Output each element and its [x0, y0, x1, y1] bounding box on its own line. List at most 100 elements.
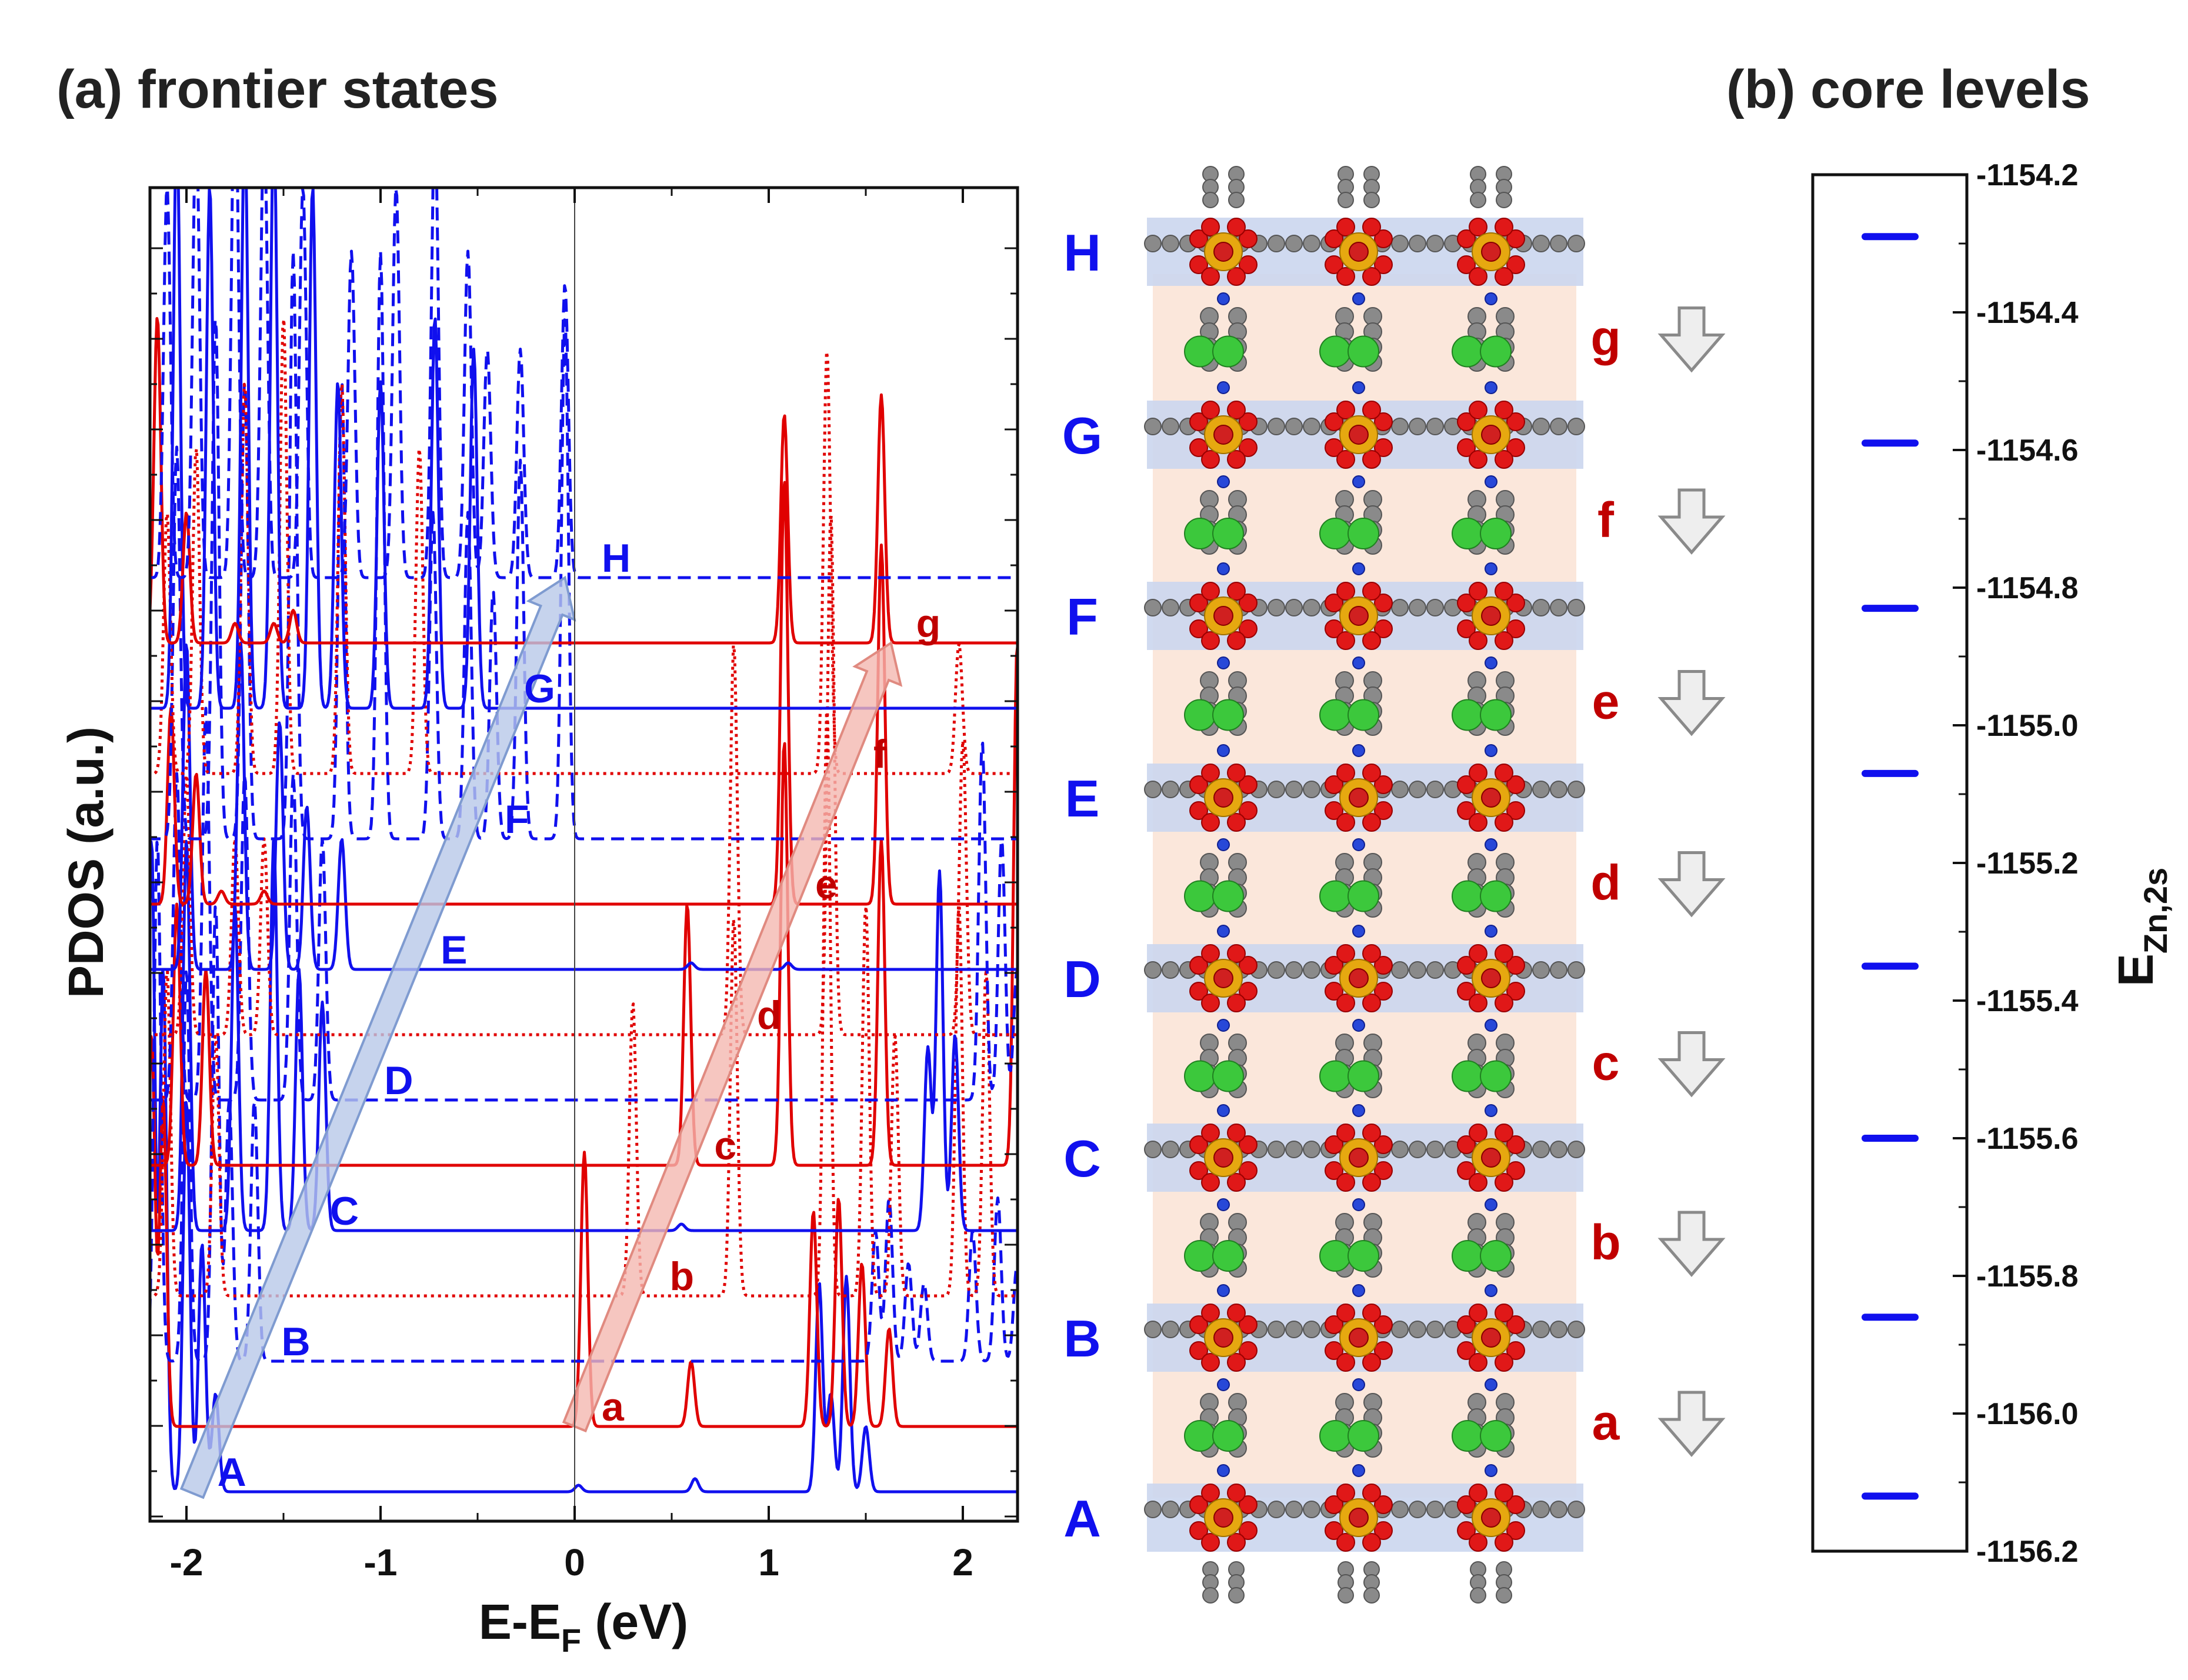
- atom: [1550, 961, 1567, 979]
- atom: [1469, 267, 1487, 286]
- curve-label-C: C: [330, 1189, 359, 1234]
- atom: [1426, 1141, 1444, 1158]
- atom: [1162, 781, 1179, 798]
- atom: [1391, 418, 1409, 435]
- atom: [1217, 838, 1230, 851]
- atom: [1227, 582, 1246, 601]
- atom: [1550, 1141, 1567, 1158]
- atom: [1239, 412, 1258, 431]
- atom: [1567, 961, 1585, 979]
- atom: [1391, 781, 1409, 798]
- atom: [1348, 1240, 1379, 1272]
- atom: [1336, 401, 1355, 419]
- atom: [1457, 801, 1476, 820]
- atom: [1452, 1240, 1483, 1272]
- atom: [1567, 1141, 1585, 1158]
- atom: [1469, 1304, 1487, 1322]
- atom: [1352, 1019, 1365, 1032]
- trend-arrow-red: [562, 641, 903, 1433]
- layer-label-E: E: [1065, 769, 1100, 828]
- atom: [1426, 599, 1444, 616]
- pdos-curve-g: [150, 317, 1018, 645]
- atom: [1481, 788, 1501, 808]
- atom: [1506, 1315, 1525, 1334]
- atom: [1144, 1141, 1162, 1158]
- atom: [1268, 418, 1285, 435]
- atom: [1325, 801, 1343, 820]
- atom: [1189, 594, 1208, 612]
- atom: [1480, 335, 1512, 368]
- atom: [1285, 1321, 1303, 1338]
- atom: [1336, 1304, 1355, 1322]
- pdos-curve-D: [150, 706, 1018, 1102]
- atom: [1285, 418, 1303, 435]
- atom: [1303, 235, 1320, 252]
- atom: [1532, 599, 1550, 616]
- atom: [1336, 994, 1355, 1012]
- atom: [1352, 1284, 1365, 1297]
- atom: [1409, 418, 1426, 435]
- atom: [1239, 982, 1258, 1001]
- atom: [1506, 1161, 1525, 1180]
- layer-label-F: F: [1066, 588, 1098, 646]
- core-y-tick-label: -1156.2: [1976, 1535, 2079, 1569]
- spacer-label-e: e: [1592, 674, 1620, 729]
- atom: [1532, 1501, 1550, 1518]
- atom: [1268, 961, 1285, 979]
- atom: [1336, 450, 1355, 469]
- atom: [1506, 801, 1525, 820]
- atom: [1452, 335, 1483, 368]
- atom: [1506, 982, 1525, 1001]
- atom: [1362, 1484, 1381, 1502]
- atom: [1495, 1484, 1513, 1502]
- atom: [1374, 1315, 1393, 1334]
- atom: [1457, 438, 1476, 457]
- atom: [1349, 788, 1369, 808]
- atom: [1162, 418, 1179, 435]
- atom: [1362, 631, 1381, 650]
- atom: [1352, 1104, 1365, 1117]
- atom: [1506, 1495, 1525, 1514]
- atom: [1325, 1521, 1343, 1540]
- atom: [1217, 1104, 1230, 1117]
- x-tick-label: 1: [758, 1541, 779, 1584]
- atom: [1426, 1321, 1444, 1338]
- core-y-tick-label: -1154.6: [1976, 434, 2079, 468]
- atom: [1303, 1501, 1320, 1518]
- panel-a-title: (a) frontier states: [56, 59, 499, 119]
- atom: [1391, 599, 1409, 616]
- x-axis-title-unit: (eV): [581, 1594, 688, 1649]
- atom: [1374, 801, 1393, 820]
- atom: [1362, 582, 1381, 601]
- atom: [1189, 412, 1208, 431]
- atom: [1201, 764, 1220, 782]
- atom: [1374, 956, 1393, 975]
- atom: [1485, 292, 1497, 305]
- curve-label-D: D: [384, 1058, 413, 1103]
- atom: [1325, 1495, 1343, 1514]
- atom: [1201, 450, 1220, 469]
- atom: [1212, 518, 1244, 549]
- atom: [1184, 1420, 1216, 1452]
- atom: [1495, 450, 1513, 469]
- atom: [1409, 235, 1426, 252]
- atom: [1162, 1501, 1179, 1518]
- atom: [1227, 401, 1246, 419]
- x-tick-label: -2: [170, 1541, 204, 1584]
- atom: [1469, 401, 1487, 419]
- atom: [1268, 1321, 1285, 1338]
- atom: [1217, 925, 1230, 938]
- atom: [1217, 1019, 1230, 1032]
- atom: [1213, 1148, 1233, 1168]
- atom: [1348, 1060, 1379, 1092]
- atom: [1348, 518, 1379, 549]
- atom: [1550, 1321, 1567, 1338]
- atom: [1319, 1240, 1351, 1272]
- atom: [1374, 1521, 1393, 1540]
- atom: [1374, 1341, 1393, 1360]
- atom: [1469, 1484, 1487, 1502]
- atom: [1213, 788, 1233, 808]
- atom: [1189, 1161, 1208, 1180]
- atom: [1506, 412, 1525, 431]
